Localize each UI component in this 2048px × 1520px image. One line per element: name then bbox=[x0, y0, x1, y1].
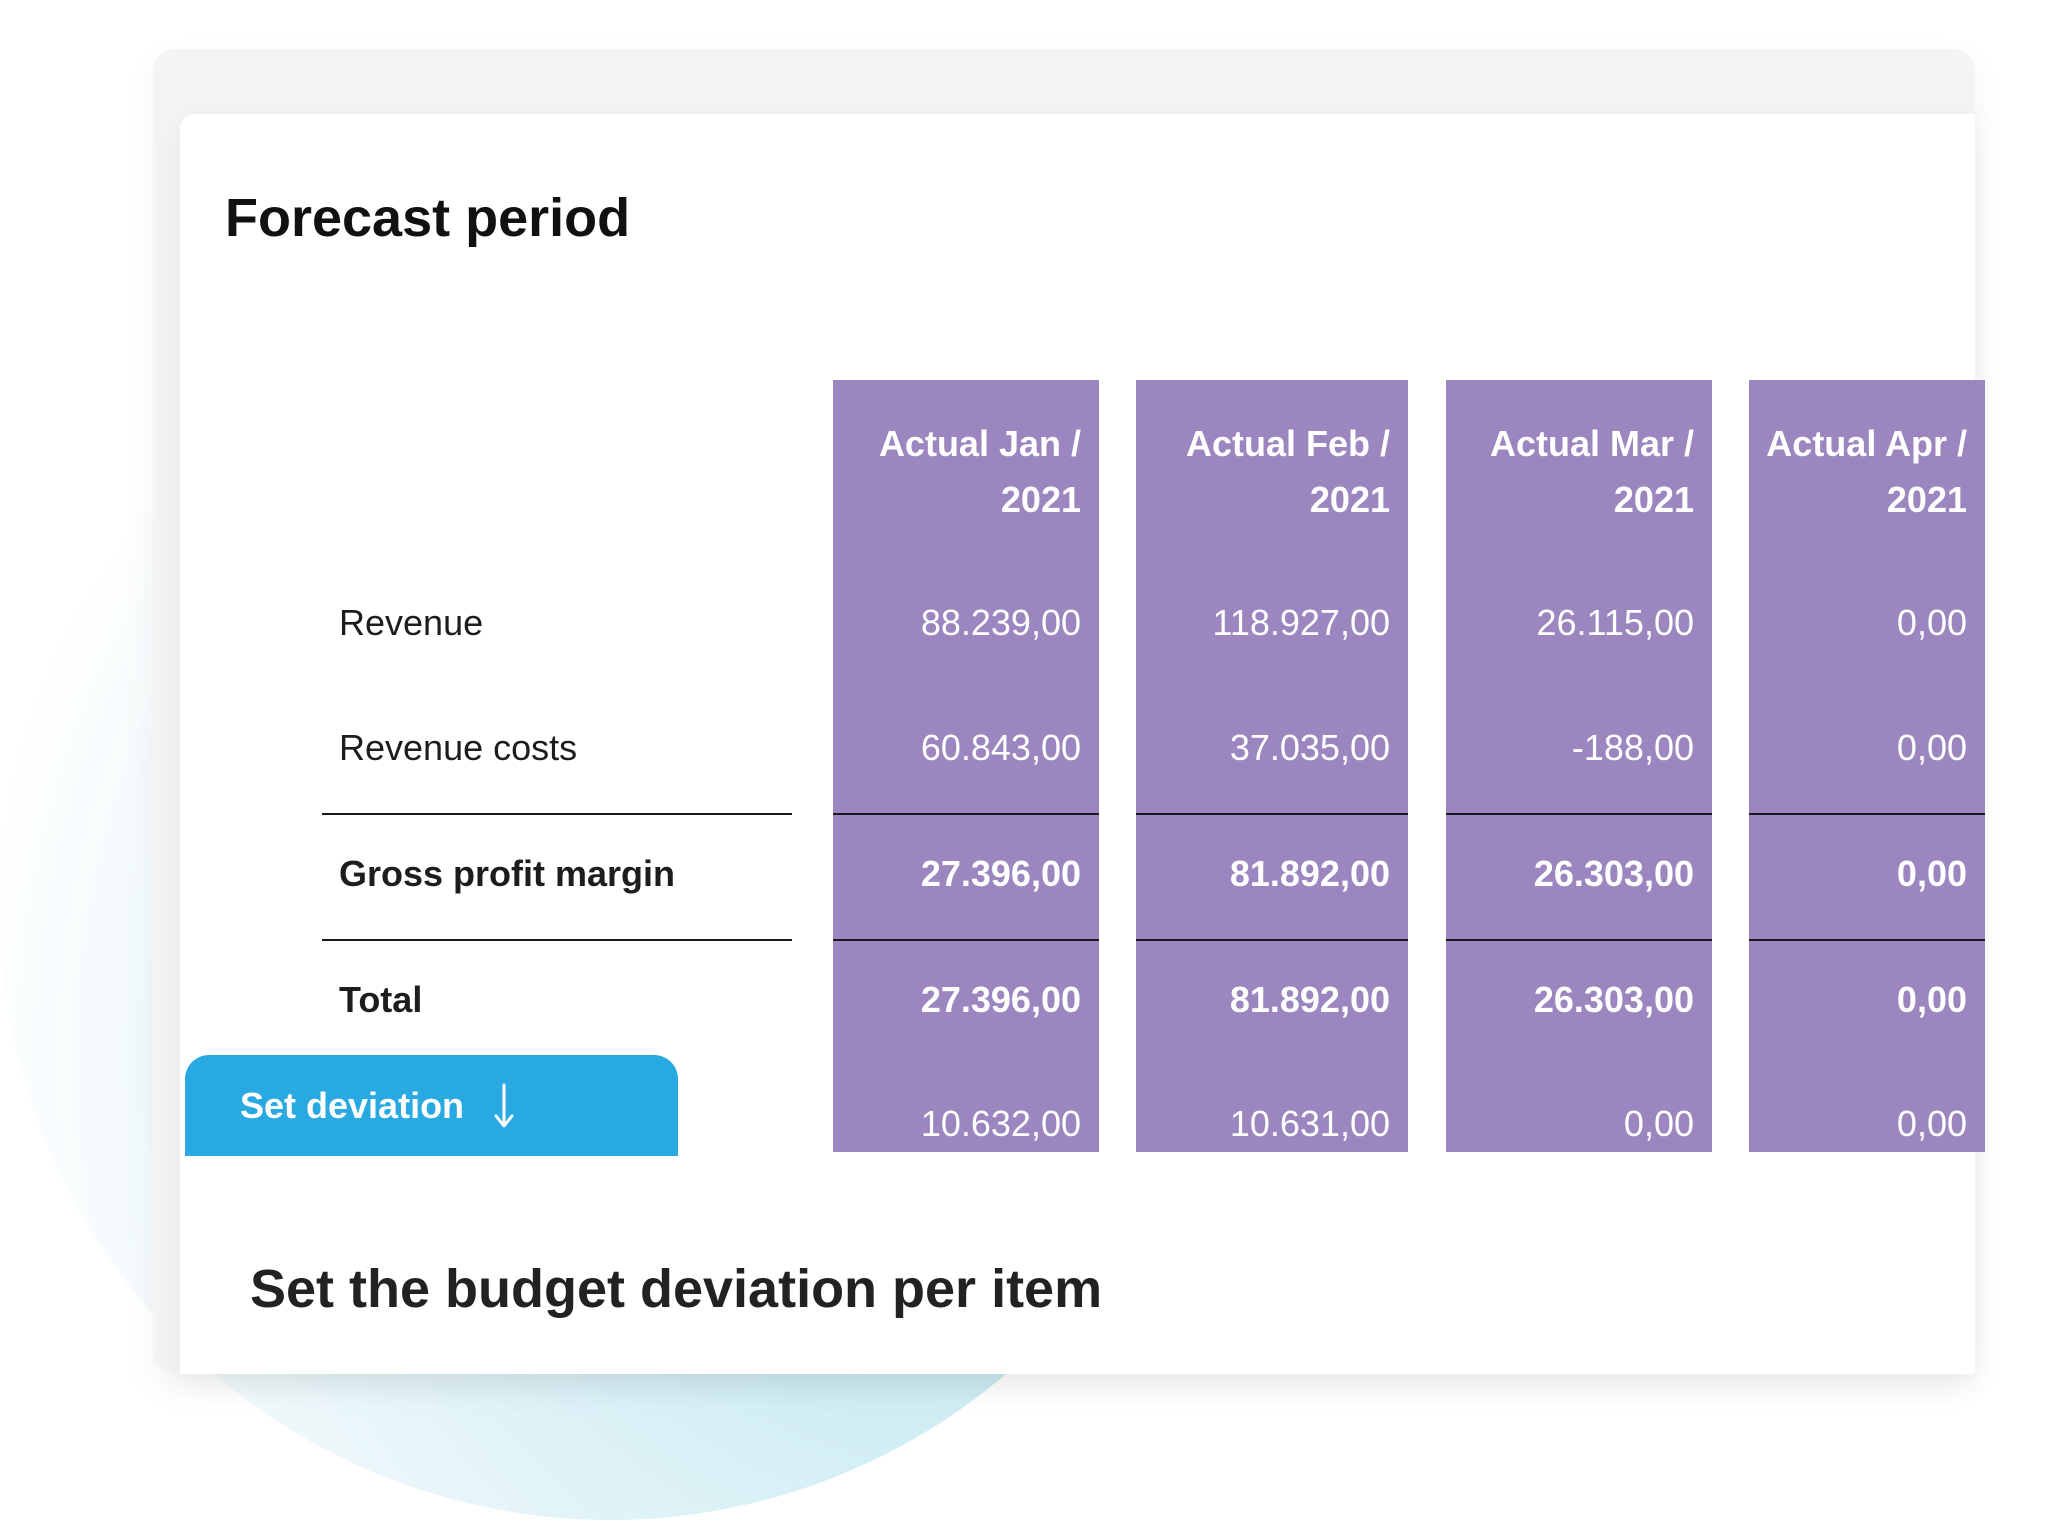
set-deviation-button[interactable]: Set deviation bbox=[185, 1055, 678, 1156]
cell-deviation: 10.631,00 bbox=[1229, 1103, 1390, 1144]
cell-revenue-costs: 0,00 bbox=[1896, 727, 1967, 768]
cell-revenue: 88.239,00 bbox=[920, 602, 1081, 643]
cell-gross-profit-margin: 0,00 bbox=[1896, 853, 1967, 894]
cell-revenue: 118.927,00 bbox=[1212, 602, 1390, 643]
column-actual-jan: Actual Jan / 2021 88.239,00 60.843,00 27… bbox=[833, 380, 1099, 1152]
column-header: Actual Apr / 2021 bbox=[1766, 423, 1967, 520]
cell-total: 27.396,00 bbox=[920, 979, 1081, 1020]
cell-revenue: 0,00 bbox=[1896, 602, 1967, 643]
divider bbox=[1749, 813, 1985, 815]
column-actual-apr: Actual Apr / 2021 0,00 0,00 0,00 0,00 0,… bbox=[1749, 380, 1985, 1152]
set-deviation-label: Set deviation bbox=[240, 1084, 465, 1126]
column-header: Actual Mar / 2021 bbox=[1489, 423, 1694, 520]
row-label-revenue-costs: Revenue costs bbox=[339, 727, 578, 768]
divider bbox=[322, 939, 792, 941]
cell-total: 26.303,00 bbox=[1533, 979, 1694, 1020]
divider bbox=[833, 939, 1099, 941]
divider bbox=[1749, 939, 1985, 941]
cell-deviation: 10.632,00 bbox=[920, 1103, 1081, 1144]
cell-revenue-costs: 37.035,00 bbox=[1229, 727, 1390, 768]
cell-gross-profit-margin: 27.396,00 bbox=[920, 853, 1081, 894]
cell-gross-profit-margin: 26.303,00 bbox=[1533, 853, 1694, 894]
cell-gross-profit-margin: 81.892,00 bbox=[1229, 853, 1390, 894]
row-label-revenue: Revenue bbox=[339, 602, 484, 643]
divider bbox=[1446, 939, 1712, 941]
arrow-down-icon bbox=[492, 1082, 516, 1130]
row-label-total: Total bbox=[339, 979, 423, 1020]
section-subtitle: Set the budget deviation per item bbox=[250, 1259, 1103, 1319]
cell-revenue-costs: -188,00 bbox=[1571, 727, 1694, 768]
cell-revenue-costs: 60.843,00 bbox=[920, 727, 1081, 768]
column-header: Actual Jan / 2021 bbox=[878, 423, 1081, 520]
cell-revenue: 26.115,00 bbox=[1536, 602, 1694, 643]
column-actual-mar: Actual Mar / 2021 26.115,00 -188,00 26.3… bbox=[1446, 380, 1712, 1152]
page-title: Forecast period bbox=[225, 188, 631, 248]
column-header: Actual Feb / 2021 bbox=[1185, 423, 1390, 520]
cell-total: 0,00 bbox=[1896, 979, 1967, 1020]
cell-total: 81.892,00 bbox=[1229, 979, 1390, 1020]
column-actual-feb: Actual Feb / 2021 118.927,00 37.035,00 8… bbox=[1136, 380, 1408, 1152]
row-label-gross-profit-margin: Gross profit margin bbox=[339, 853, 676, 894]
divider bbox=[1136, 813, 1408, 815]
divider bbox=[322, 813, 792, 815]
divider bbox=[1136, 939, 1408, 941]
divider bbox=[833, 813, 1099, 815]
divider bbox=[1446, 813, 1712, 815]
cell-deviation: 0,00 bbox=[1896, 1103, 1967, 1144]
cell-deviation: 0,00 bbox=[1623, 1103, 1694, 1144]
